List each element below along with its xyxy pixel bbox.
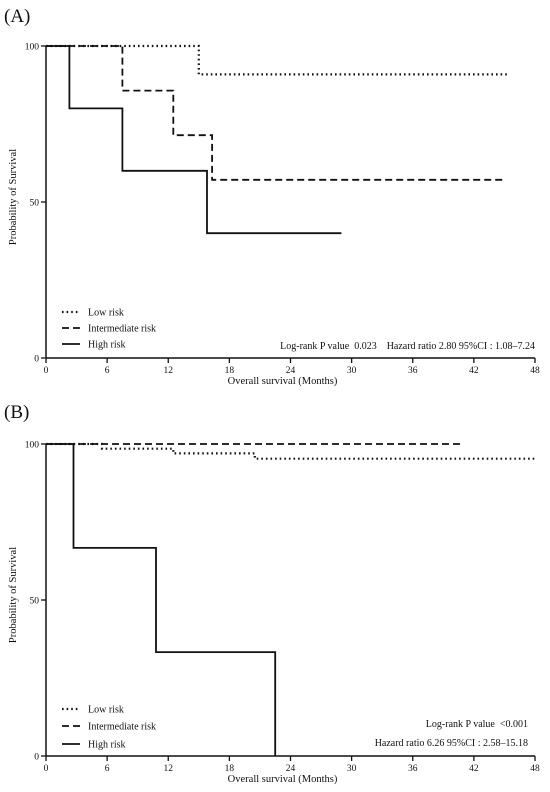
- y-axis-label: Probability of Survival: [8, 149, 19, 245]
- y-tick-label: 100: [25, 441, 40, 451]
- x-tick-label: 6: [105, 764, 110, 774]
- chart-panel-1: 0 6 12 18 24 30 36 42 48 0 50 100 Overall survival (…: [8, 441, 540, 786]
- x-tick-label: 36: [408, 366, 418, 376]
- panel-label-a: (A): [4, 6, 31, 27]
- legend-label: Intermediate risk: [88, 722, 156, 733]
- y-tick-label: 0: [34, 753, 39, 763]
- stats-annotation: Log-rank P value <0.001: [426, 719, 528, 730]
- x-tick-label: 0: [44, 366, 49, 376]
- chart-panel-0: 0 6 12 18 24 30 36 42 48 0 50 100 Overall survival (…: [8, 43, 540, 388]
- x-tick-label: 48: [530, 764, 540, 774]
- x-tick-label: 24: [286, 764, 296, 774]
- y-tick-label: 50: [30, 597, 40, 607]
- legend-label: High risk: [88, 740, 126, 751]
- series-line-intermediate-risk: [46, 45, 505, 181]
- stats-annotation: Log-rank P value 0.023 Hazard ratio 2.80…: [280, 341, 535, 352]
- x-tick-label: 12: [164, 764, 174, 774]
- series-line-low-risk: [46, 442, 535, 460]
- x-tick-label: 12: [164, 366, 174, 376]
- x-tick-label: 42: [469, 366, 479, 376]
- x-tick-label: 30: [347, 764, 357, 774]
- x-tick-label: 48: [530, 366, 540, 376]
- series-line-high-risk: [46, 443, 277, 756]
- y-axis-label: Probability of Survival: [8, 547, 19, 643]
- series-line-high-risk: [46, 45, 342, 235]
- x-tick-label: 36: [408, 764, 418, 774]
- y-tick-label: 100: [25, 43, 40, 53]
- y-tick-label: 50: [30, 199, 40, 209]
- y-tick-label: 0: [34, 355, 39, 365]
- legend-label: Low risk: [88, 308, 124, 319]
- legend-label: Intermediate risk: [88, 324, 156, 335]
- stats-annotation: Hazard ratio 6.26 95%CI : 2.58–15.18: [375, 738, 528, 749]
- panel-label-b: (B): [4, 402, 30, 423]
- x-tick-label: 6: [105, 366, 110, 376]
- series-line-low-risk: [46, 44, 510, 76]
- legend-label: High risk: [88, 340, 126, 351]
- x-tick-label: 24: [286, 366, 296, 376]
- x-axis-label: Overall survival (Months): [228, 774, 338, 785]
- x-tick-label: 42: [469, 764, 479, 774]
- x-tick-label: 0: [44, 764, 49, 774]
- x-tick-label: 18: [225, 366, 235, 376]
- x-tick-label: 18: [225, 764, 235, 774]
- x-tick-label: 30: [347, 366, 357, 376]
- x-axis-label: Overall survival (Months): [228, 376, 338, 387]
- legend-label: Low risk: [88, 705, 124, 716]
